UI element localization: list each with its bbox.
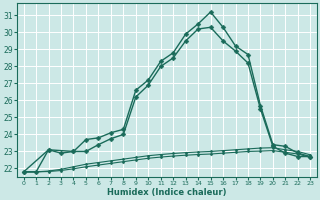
X-axis label: Humidex (Indice chaleur): Humidex (Indice chaleur): [107, 188, 227, 197]
